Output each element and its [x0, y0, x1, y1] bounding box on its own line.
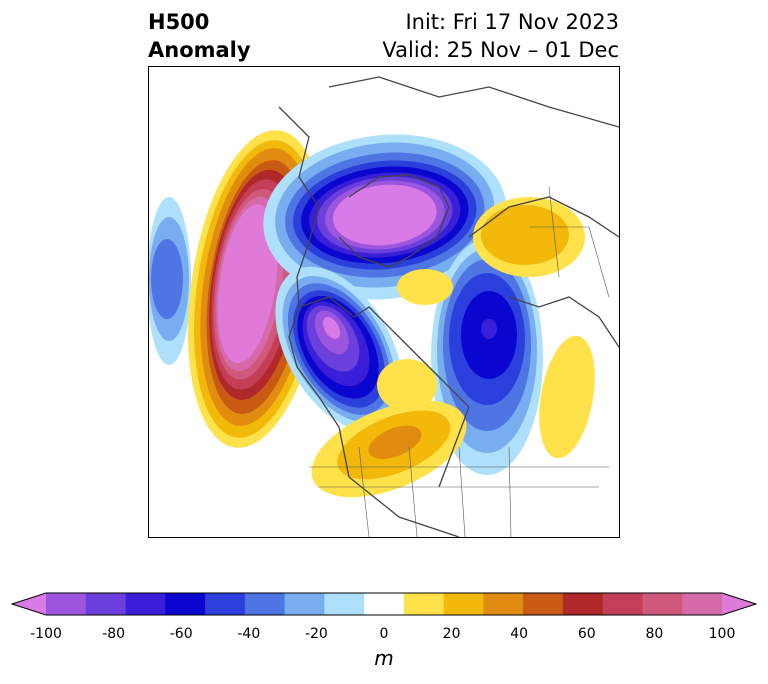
valid-period: Valid: 25 Nov – 01 Dec — [382, 38, 619, 62]
colorbar-tick-label: -20 — [304, 626, 328, 642]
alaska-canada-low — [275, 266, 403, 432]
title-field: H500 — [148, 10, 210, 34]
colorbar — [10, 592, 758, 616]
anomaly-map — [149, 76, 619, 537]
labrador-ridge — [377, 359, 437, 411]
atlantic-ridge — [539, 335, 595, 459]
colorbar-segment — [205, 593, 246, 615]
greenland-ridge — [397, 269, 453, 305]
colorbar-segment — [324, 593, 365, 615]
colorbar-tick-label: -40 — [237, 626, 261, 642]
title-right: Init: Fri 17 Nov 2023 Valid: 25 Nov – 01… — [382, 8, 619, 64]
title-left: H500 Anomaly — [148, 8, 251, 64]
colorbar-tick-label: -100 — [30, 626, 62, 642]
colorbar-segment — [562, 593, 604, 615]
colorbar-arrow-left — [12, 593, 46, 615]
scandinavia-ridge — [473, 197, 585, 277]
colorbar-segment — [642, 593, 683, 615]
colorbar-tick-label: 60 — [577, 626, 596, 642]
colorbar-segment — [125, 593, 166, 615]
colorbar-segment — [403, 593, 445, 615]
colorbar-segment — [483, 593, 524, 615]
init-time: Init: Fri 17 Nov 2023 — [405, 10, 619, 34]
colorbar-segment — [165, 593, 206, 615]
borders — [309, 186, 610, 537]
colorbar-tick-label: -60 — [169, 626, 193, 642]
colorbar-tick-label: 80 — [645, 626, 664, 642]
colorbar-arrow-right — [722, 593, 756, 615]
map-panel — [148, 66, 620, 538]
title-subfield: Anomaly — [148, 38, 251, 62]
coastlines — [278, 76, 619, 537]
colorbar-tick-label: 20 — [442, 626, 461, 642]
colorbar-segment — [523, 593, 564, 615]
colorbar-segment — [46, 593, 87, 615]
units-label: m — [374, 646, 394, 670]
colorbar-segment — [244, 593, 286, 615]
colorbar-tick-label: 40 — [510, 626, 529, 642]
west-pacific-low — [149, 197, 191, 365]
colorbar-segment — [602, 593, 643, 615]
eastern-us-ridge — [311, 400, 467, 498]
colorbar-tick-label: -80 — [102, 626, 126, 642]
colorbar-segment — [682, 593, 723, 615]
colorbar-segment — [284, 593, 325, 615]
colorbar-tick-label: 0 — [379, 626, 389, 642]
colorbar-segment — [364, 593, 405, 615]
colorbar-tick-label: 100 — [708, 626, 736, 642]
colorbar-outline — [10, 592, 758, 616]
colorbar-segment — [85, 593, 127, 615]
colorbar-segment — [443, 593, 484, 615]
